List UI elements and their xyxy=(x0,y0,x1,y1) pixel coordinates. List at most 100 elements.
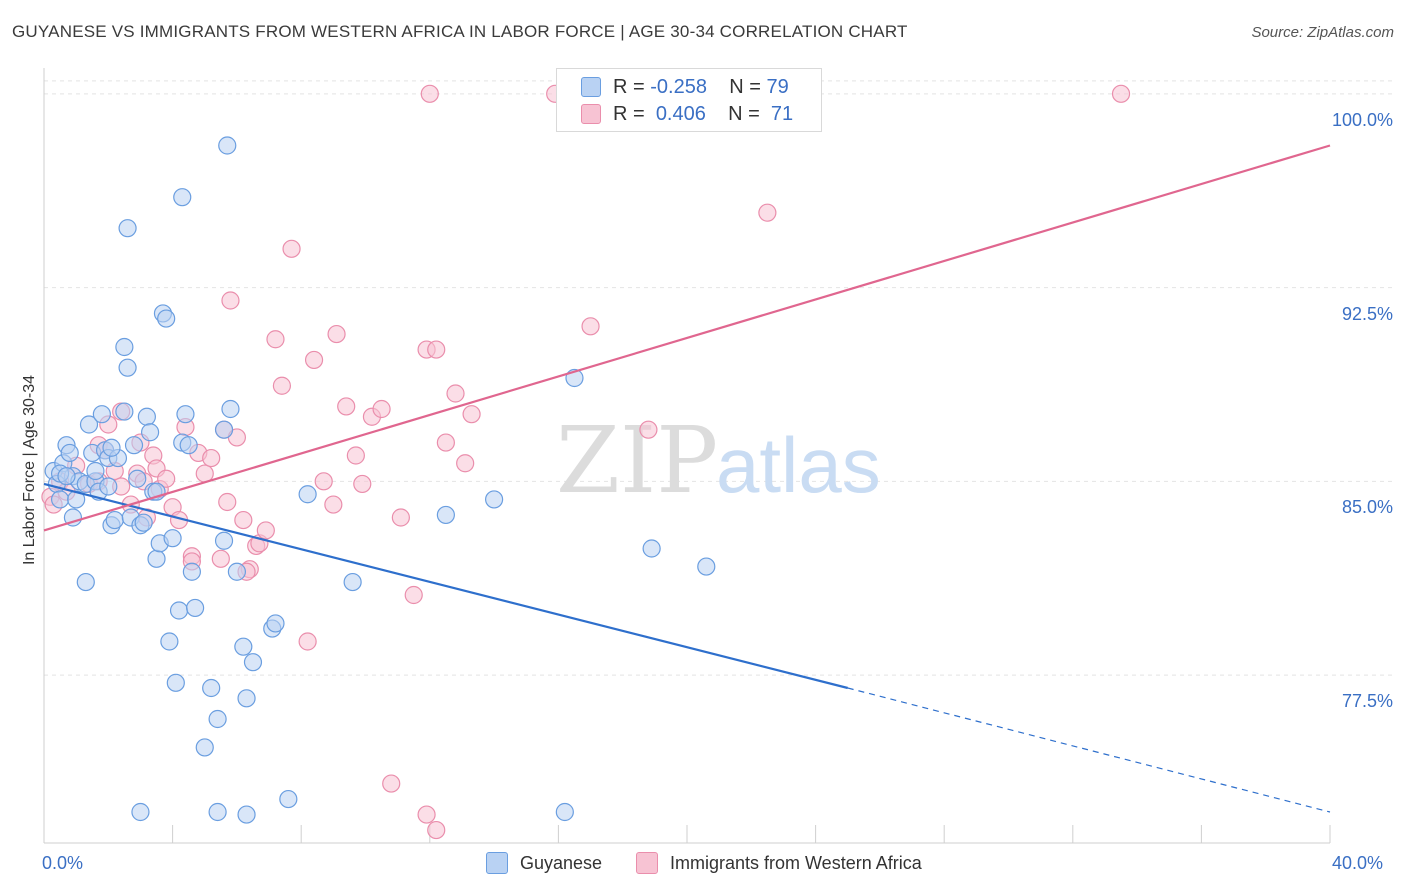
data-point xyxy=(324,495,343,514)
r-label: R = xyxy=(613,102,651,125)
legend-item-guyanese: Guyanese xyxy=(486,852,602,874)
trend-line-solid xyxy=(43,144,1331,532)
data-point xyxy=(758,203,777,222)
x-tick-label-max: 40.0% xyxy=(1332,853,1384,873)
n-value-immigrants: 71 xyxy=(770,102,794,125)
data-point xyxy=(92,405,111,424)
data-point xyxy=(427,820,446,840)
data-point xyxy=(163,529,182,548)
legend-swatch-guyanese xyxy=(486,852,508,874)
source-label: Source: ZipAtlas.com xyxy=(1251,24,1394,41)
data-point xyxy=(353,474,372,494)
data-point xyxy=(436,505,455,525)
trend-line-solid xyxy=(43,482,849,690)
data-point xyxy=(186,598,205,618)
data-point xyxy=(404,585,423,605)
legend-item-immigrants: Immigrants from Western Africa xyxy=(636,852,922,874)
y-tick-label: 100.0% xyxy=(1331,109,1393,130)
data-point xyxy=(169,601,189,620)
axes xyxy=(43,68,1331,844)
n-label: N = xyxy=(728,102,766,125)
data-point xyxy=(327,324,346,344)
data-point xyxy=(298,632,317,651)
y-tick-label: 77.5% xyxy=(1341,691,1393,712)
legend-label-guyanese: Guyanese xyxy=(520,852,603,873)
data-point xyxy=(160,632,179,651)
data-point xyxy=(282,239,301,258)
data-point xyxy=(243,653,263,672)
data-point xyxy=(115,402,134,421)
data-point xyxy=(79,415,99,434)
data-point xyxy=(131,802,150,822)
data-point xyxy=(60,443,79,463)
data-point xyxy=(697,557,716,576)
data-point xyxy=(76,572,95,592)
data-point xyxy=(214,531,234,550)
data-point xyxy=(214,420,234,439)
r-value-guyanese: -0.258 xyxy=(650,75,707,98)
data-point xyxy=(63,508,83,527)
data-point xyxy=(179,436,198,455)
data-point xyxy=(182,562,201,581)
data-point xyxy=(166,673,185,692)
x-tick-label-min: 0.0% xyxy=(42,853,84,873)
data-point xyxy=(304,350,324,370)
data-point xyxy=(581,317,600,336)
data-point xyxy=(485,490,504,509)
data-point xyxy=(642,539,661,558)
data-point xyxy=(208,709,227,729)
data-point xyxy=(221,291,240,310)
y-axis-label: In Labor Force | Age 30-34 xyxy=(21,374,38,566)
trend-lines xyxy=(43,144,1331,813)
data-point xyxy=(118,358,137,377)
data-point xyxy=(147,549,166,568)
data-point xyxy=(314,472,333,491)
data-point xyxy=(99,477,118,496)
data-point xyxy=(102,438,121,457)
data-point xyxy=(382,774,401,793)
data-point xyxy=(266,614,285,633)
data-point xyxy=(50,490,70,509)
data-point xyxy=(436,433,455,452)
data-point xyxy=(115,337,134,357)
data-point xyxy=(391,508,410,527)
data-point xyxy=(118,219,137,238)
data-point xyxy=(202,448,221,468)
data-point xyxy=(1111,84,1131,103)
watermark: ZIP atlas xyxy=(556,407,881,514)
data-point xyxy=(227,562,246,581)
data-point xyxy=(234,510,253,530)
data-point xyxy=(105,510,124,530)
data-point xyxy=(372,399,391,419)
legend-label-immigrants: Immigrants from Western Africa xyxy=(670,852,922,873)
data-point xyxy=(128,469,147,488)
series-legend: Guyanese Immigrants from Western Africa xyxy=(0,852,1406,876)
series-guyanese-points xyxy=(44,136,716,824)
r-value-immigrants: 0.406 xyxy=(655,102,706,125)
data-point xyxy=(462,405,481,424)
data-point xyxy=(298,485,317,504)
data-point xyxy=(140,423,160,442)
data-point xyxy=(202,678,221,698)
data-point xyxy=(57,467,76,486)
y-tick-label: 92.5% xyxy=(1341,303,1393,324)
legend-swatch-immigrants xyxy=(636,852,658,874)
data-point xyxy=(211,549,230,568)
data-point xyxy=(134,513,153,532)
n-value-guyanese: 79 xyxy=(766,75,789,98)
data-point xyxy=(272,376,292,395)
data-point xyxy=(137,407,156,426)
data-point xyxy=(208,802,227,822)
data-point xyxy=(446,384,465,403)
data-point xyxy=(427,340,446,359)
data-point xyxy=(639,420,658,439)
data-point xyxy=(86,461,105,481)
data-point xyxy=(195,738,214,757)
watermark-atlas: atlas xyxy=(716,421,881,509)
legend-swatch-guyanese xyxy=(581,77,601,97)
data-point xyxy=(67,490,86,509)
stats-legend: R = -0.258 N = 79 R = 0.406 N = 71 xyxy=(556,68,822,132)
data-point xyxy=(237,689,256,708)
data-point xyxy=(337,397,356,416)
